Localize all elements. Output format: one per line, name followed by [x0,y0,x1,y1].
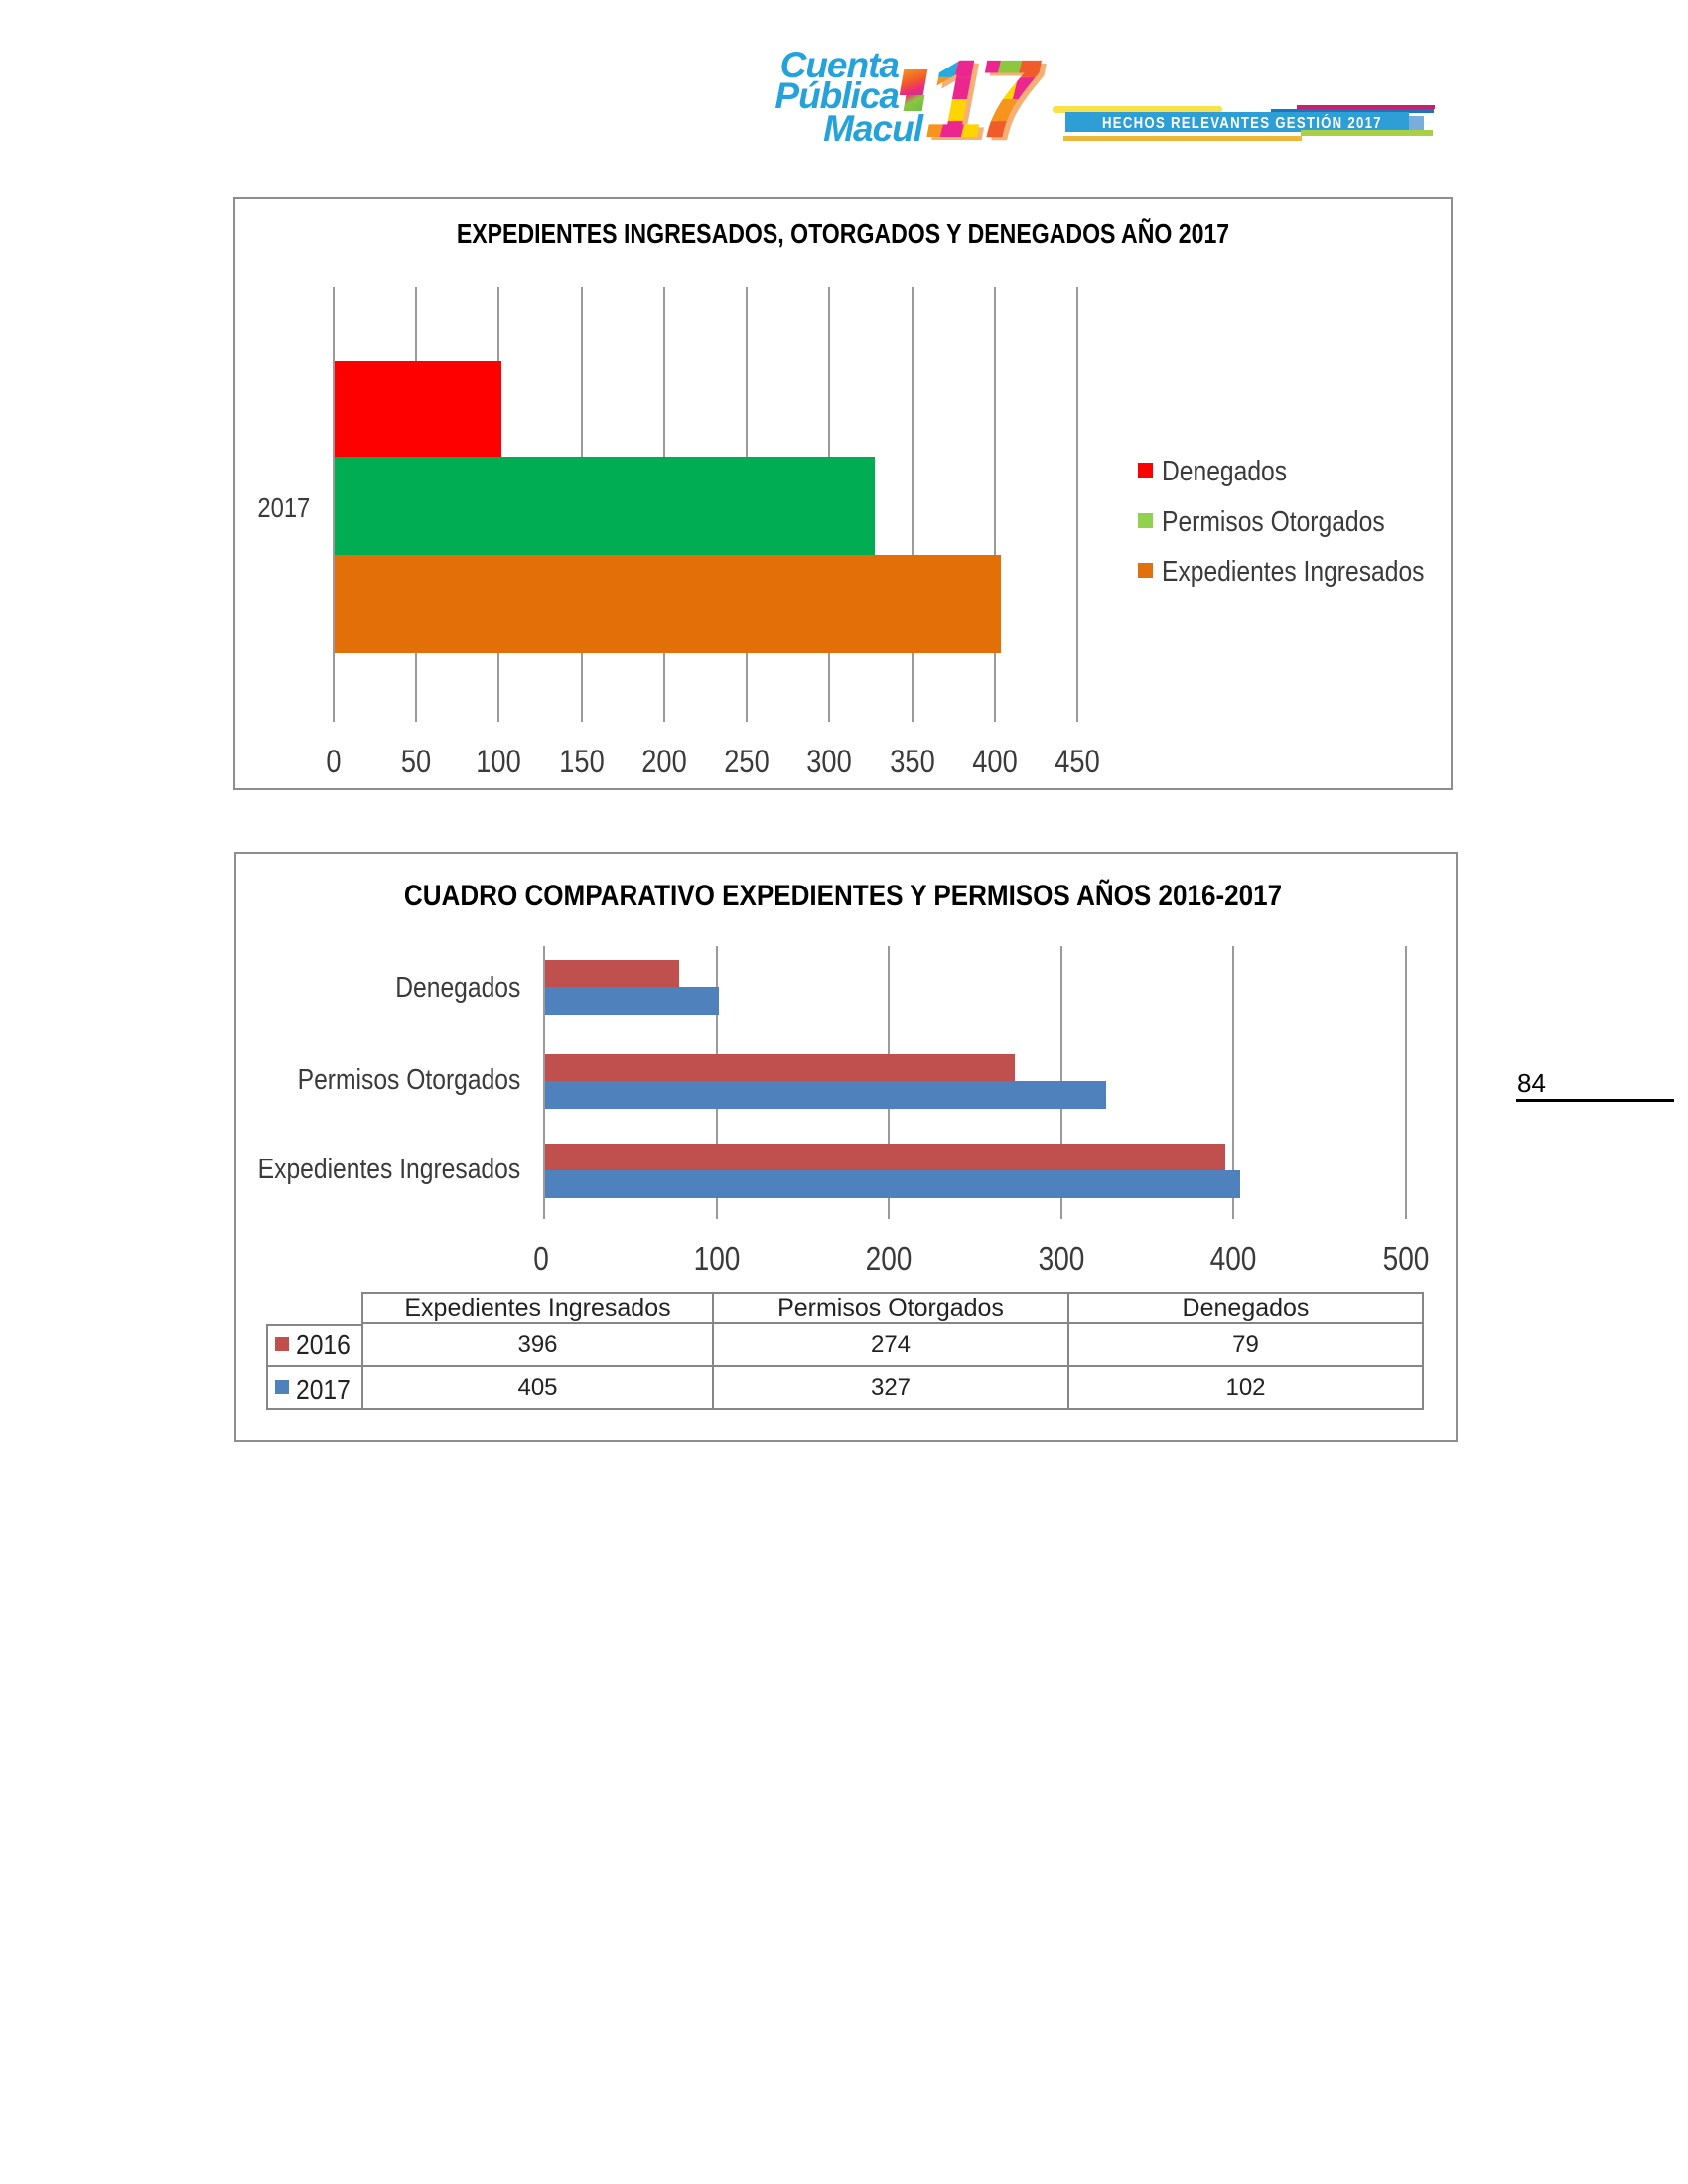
svg-text:17: 17 [929,41,1047,154]
svg-text:17: 17 [925,40,1043,154]
